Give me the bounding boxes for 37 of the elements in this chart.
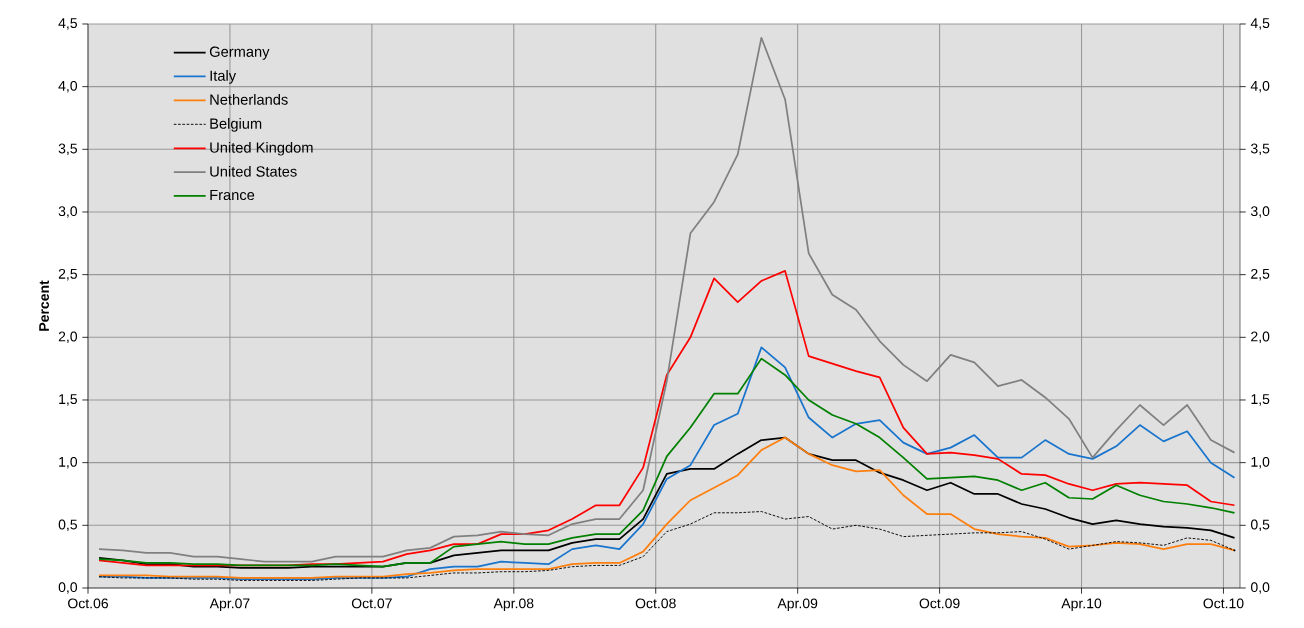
- y2-tick-label: 1,5: [1251, 394, 1270, 406]
- y2-tick-label: 2,5: [1251, 268, 1270, 281]
- legend-label: Germany: [209, 46, 270, 60]
- y2-tick-label: 4,0: [1250, 80, 1270, 93]
- y-tick-label: 0,5: [58, 519, 78, 532]
- x-tick-label: Oct.06: [68, 598, 109, 609]
- x-tick-label: Oct.08: [635, 598, 676, 609]
- y-tick-label: 3,0: [58, 206, 78, 218]
- y2-tick-label: 2,0: [1251, 331, 1270, 344]
- legend-label: United States: [210, 165, 297, 177]
- y-tick-label: 4,0: [58, 80, 78, 93]
- y-tick-label: 1,5: [59, 394, 78, 406]
- x-tick-label: Oct.10: [1203, 598, 1244, 609]
- y-tick-label: 0,0: [58, 582, 78, 594]
- x-tick-label: Apr.09: [777, 598, 818, 612]
- y2-tick-label: 0,0: [1250, 582, 1270, 594]
- y-tick-label: 4,5: [58, 18, 78, 30]
- legend-label: France: [210, 189, 255, 201]
- x-tick-label: Apr.10: [1061, 598, 1102, 612]
- y-axis-title: Percent: [39, 280, 49, 331]
- y2-tick-label: 3,0: [1250, 206, 1270, 218]
- legend-label: Netherlands: [210, 94, 288, 105]
- legend-label: United Kingdom: [210, 141, 313, 156]
- legend-label: Italy: [210, 70, 237, 84]
- y-tick-label: 3,5: [58, 143, 78, 156]
- legend-label: Belgium: [210, 118, 262, 132]
- y-tick-label: 1,0: [59, 456, 78, 469]
- y-tick-label: 2,5: [58, 268, 78, 281]
- x-tick-label: Oct.09: [919, 598, 960, 609]
- y2-tick-label: 3,5: [1250, 143, 1270, 156]
- x-tick-label: Oct.07: [351, 598, 392, 609]
- y-tick-label: 2,0: [58, 331, 78, 344]
- y2-tick-label: 4,5: [1250, 18, 1270, 30]
- y2-tick-label: 0,5: [1250, 519, 1270, 532]
- x-tick-label: Apr.08: [493, 598, 534, 612]
- x-tick-label: Apr.07: [209, 598, 250, 612]
- y2-tick-label: 1,0: [1251, 456, 1270, 469]
